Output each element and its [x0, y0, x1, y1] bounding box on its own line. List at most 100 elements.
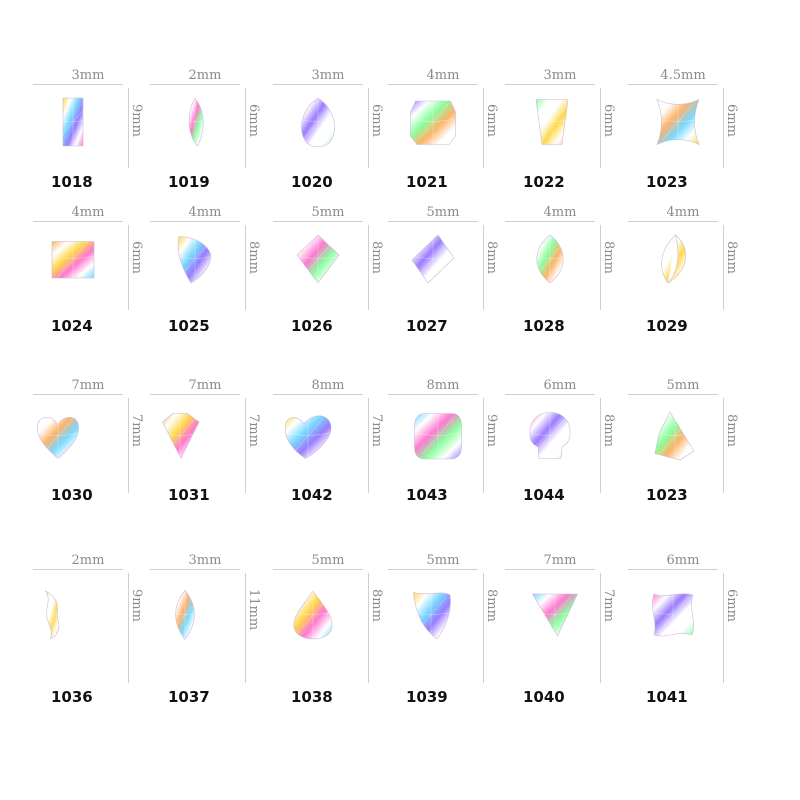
height-label: 9mm — [129, 104, 144, 137]
height-rule — [483, 225, 484, 310]
product-code: 1023 — [646, 173, 688, 191]
height-label: 9mm — [484, 414, 499, 447]
gem-marquise-image — [528, 234, 572, 284]
gem-kite-drop-image — [653, 411, 697, 461]
width-label: 4.5mm — [660, 68, 706, 83]
height-rule — [368, 398, 369, 493]
product-code: 1026 — [291, 317, 333, 335]
width-label: 5mm — [666, 378, 700, 393]
width-label: 7mm — [188, 378, 222, 393]
height-rule — [723, 225, 724, 310]
width-rule — [505, 569, 595, 570]
width-rule — [273, 569, 363, 570]
height-label: 6mm — [724, 589, 739, 622]
gem-wave-image — [31, 590, 75, 640]
height-rule — [483, 398, 484, 493]
width-rule — [628, 84, 718, 85]
height-rule — [600, 88, 601, 168]
height-label: 7mm — [129, 414, 144, 447]
height-label: 8mm — [724, 414, 739, 447]
product-code: 1023 — [646, 486, 688, 504]
height-label: 8mm — [484, 589, 499, 622]
width-rule — [273, 394, 363, 395]
gem-triangle-image — [531, 591, 578, 639]
height-label: 7mm — [246, 414, 261, 447]
gem-heart-image — [36, 412, 80, 460]
width-rule — [388, 221, 478, 222]
width-label: 4mm — [188, 205, 222, 220]
height-label: 8mm — [601, 414, 616, 447]
width-label: 7mm — [71, 378, 105, 393]
height-rule — [128, 398, 129, 493]
product-code: 1020 — [291, 173, 333, 191]
height-label: 8mm — [601, 241, 616, 274]
height-rule — [483, 88, 484, 168]
width-rule — [628, 569, 718, 570]
height-rule — [483, 573, 484, 683]
width-rule — [33, 84, 123, 85]
width-label: 3mm — [311, 68, 345, 83]
height-rule — [245, 88, 246, 168]
height-label: 8mm — [369, 589, 384, 622]
width-label: 3mm — [71, 68, 105, 83]
width-label: 4mm — [71, 205, 105, 220]
gem-rounded-square-image — [414, 412, 462, 460]
gem-rhombus-image — [411, 234, 455, 284]
width-label: 2mm — [188, 68, 222, 83]
gem-cushion-rectangle-image — [410, 98, 456, 146]
width-label: 5mm — [311, 205, 345, 220]
height-rule — [128, 225, 129, 310]
width-rule — [150, 84, 240, 85]
product-code: 1027 — [406, 317, 448, 335]
height-rule — [245, 398, 246, 493]
gem-drop-image — [291, 590, 335, 640]
product-code: 1029 — [646, 317, 688, 335]
width-rule — [33, 221, 123, 222]
width-label: 5mm — [426, 205, 460, 220]
product-code: 1041 — [646, 688, 688, 706]
gem-bowtie-image — [656, 98, 700, 146]
product-code: 1021 — [406, 173, 448, 191]
product-code: 1018 — [51, 173, 93, 191]
width-label: 6mm — [666, 553, 700, 568]
product-code: 1043 — [406, 486, 448, 504]
height-rule — [723, 573, 724, 683]
height-rule — [128, 88, 129, 168]
width-rule — [150, 569, 240, 570]
product-code: 1037 — [168, 688, 210, 706]
width-label: 3mm — [188, 553, 222, 568]
gem-shield-drop-image — [409, 591, 453, 640]
height-label: 6mm — [369, 104, 384, 137]
gem-crescent-marquise-image — [651, 234, 695, 284]
width-rule — [150, 221, 240, 222]
width-rule — [273, 84, 363, 85]
gem-wide-heart-image — [284, 412, 332, 460]
height-label: 6mm — [246, 104, 261, 137]
width-rule — [273, 221, 363, 222]
product-code: 1042 — [291, 486, 333, 504]
gem-diamond-cut-image — [158, 412, 202, 460]
height-label: 6mm — [724, 104, 739, 137]
width-rule — [150, 394, 240, 395]
width-label: 2mm — [71, 553, 105, 568]
height-rule — [368, 573, 369, 683]
height-label: 7mm — [601, 589, 616, 622]
height-label: 9mm — [129, 589, 144, 622]
product-code: 1025 — [168, 317, 210, 335]
height-rule — [245, 225, 246, 310]
height-label: 8mm — [246, 241, 261, 274]
height-rule — [723, 398, 724, 493]
height-rule — [368, 225, 369, 310]
height-label: 8mm — [484, 241, 499, 274]
width-label: 5mm — [311, 553, 345, 568]
width-label: 4mm — [543, 205, 577, 220]
width-rule — [33, 569, 123, 570]
product-code: 1024 — [51, 317, 93, 335]
gem-kite-image — [296, 234, 340, 284]
width-rule — [628, 221, 718, 222]
height-label: 8mm — [724, 241, 739, 274]
width-label: 8mm — [311, 378, 345, 393]
height-label: 6mm — [601, 104, 616, 137]
product-code: 1031 — [168, 486, 210, 504]
width-label: 8mm — [426, 378, 460, 393]
